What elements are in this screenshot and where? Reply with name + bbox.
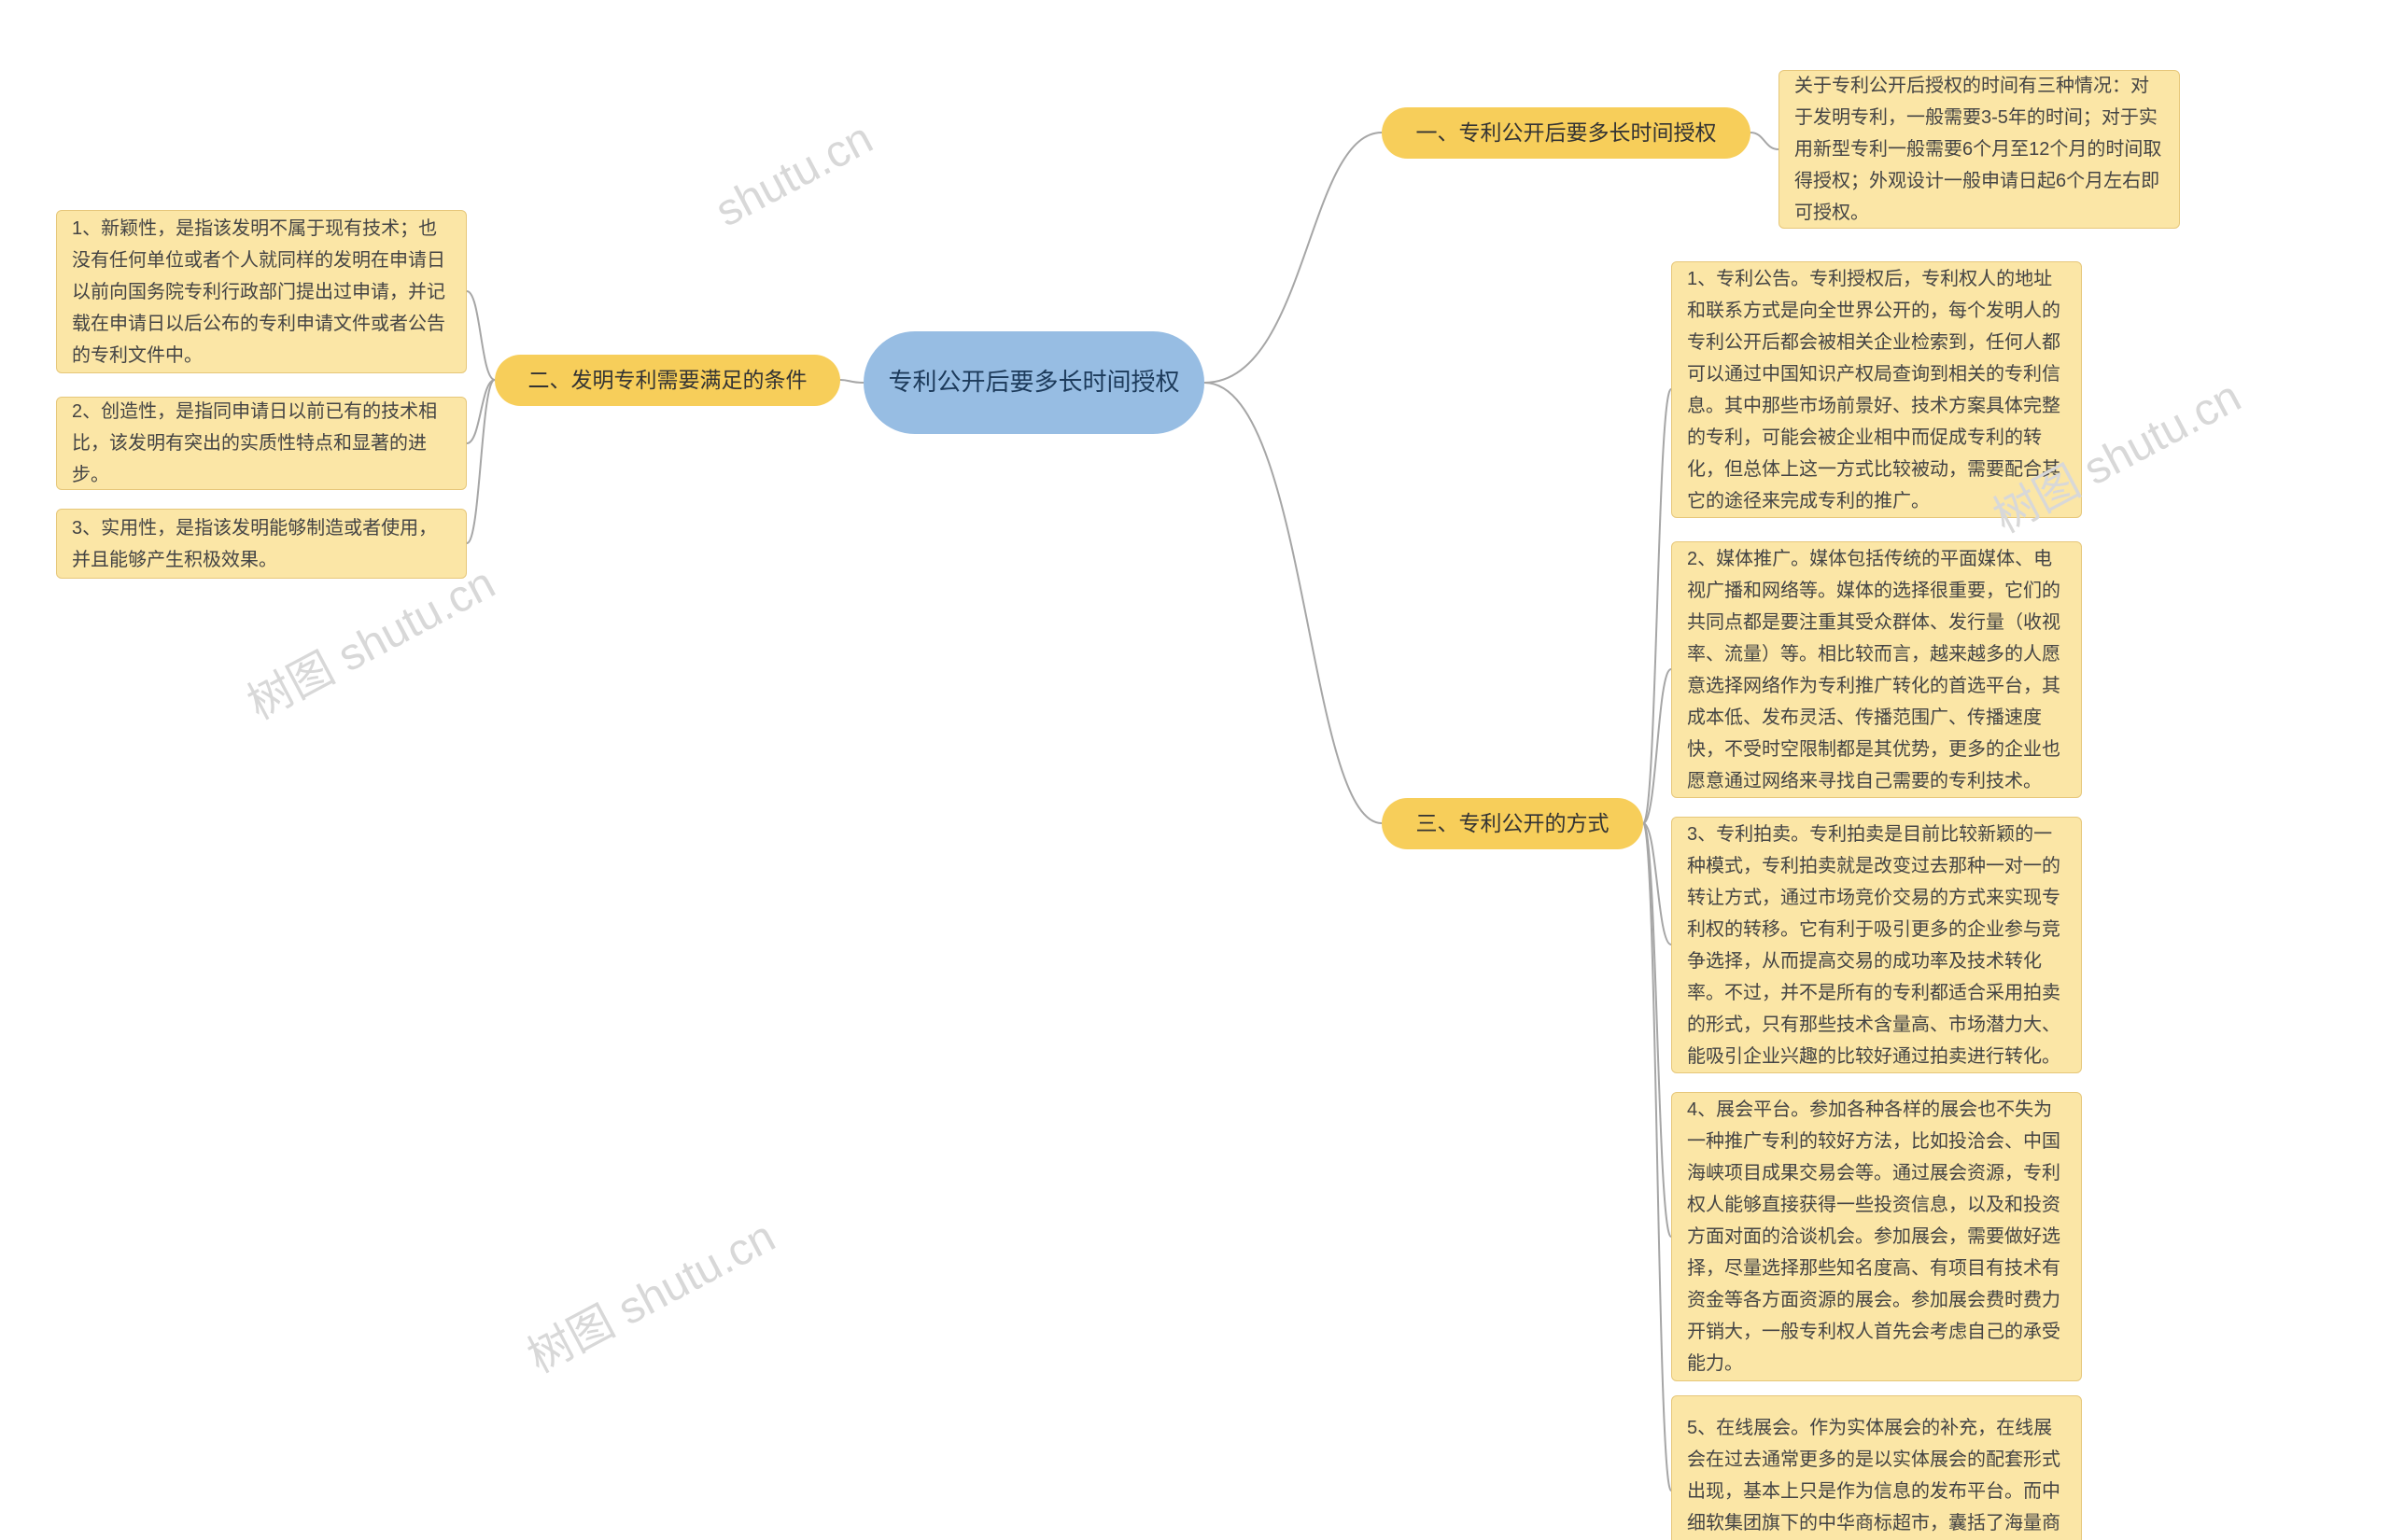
root-node: 专利公开后要多长时间授权 [864,331,1204,434]
edge-root-left-b2-right [840,380,864,383]
leaf-text: 5、在线展会。作为实体展会的补充，在线展会在过去通常更多的是以实体展会的配套形式… [1687,1412,2066,1540]
leaf-text: 3、实用性，是指该发明能够制造或者使用，并且能够产生积极效果。 [72,512,451,576]
edge-b3-right-l3d-left [1643,823,1671,1237]
leaf-node-2-3: 3、实用性，是指该发明能够制造或者使用，并且能够产生积极效果。 [56,509,467,579]
leaf-node-3-2: 2、媒体推广。媒体包括传统的平面媒体、电视广播和网络等。媒体的选择很重要，它们的… [1671,541,2082,798]
branch-node-2: 二、发明专利需要满足的条件 [495,355,840,406]
root-label: 专利公开后要多长时间授权 [888,363,1179,402]
watermark-text: 树图 shutu.cn [514,1200,785,1385]
edge-root-right-b1-left [1204,133,1382,383]
leaf-text: 3、专利拍卖。专利拍卖是目前比较新颖的一种模式，专利拍卖就是改变过去那种一对一的… [1687,819,2066,1072]
edge-b2-left-l2a-right [467,291,495,380]
leaf-text: 2、创造性，是指同申请日以前已有的技术相比，该发明有突出的实质性特点和显著的进步… [72,396,451,491]
edge-b3-right-l3e-left [1643,823,1671,1491]
leaf-node-3-5: 5、在线展会。作为实体展会的补充，在线展会在过去通常更多的是以实体展会的配套形式… [1671,1395,2082,1540]
leaf-node-3-3: 3、专利拍卖。专利拍卖是目前比较新颖的一种模式，专利拍卖就是改变过去那种一对一的… [1671,817,2082,1073]
branch-label: 三、专利公开的方式 [1416,806,1610,841]
watermark-text: shutu.cn [708,113,881,238]
leaf-node-1-1: 关于专利公开后授权的时间有三种情况：对于发明专利，一般需要3-5年的时间；对于实… [1778,70,2180,229]
edge-b3-right-l3b-left [1643,669,1671,823]
edge-b1-right-l1-left [1750,133,1778,149]
leaf-text: 1、新颖性，是指该发明不属于现有技术；也没有任何单位或者个人就同样的发明在申请日… [72,213,451,371]
branch-node-1: 一、专利公开后要多长时间授权 [1382,107,1750,159]
edge-b3-right-l3a-left [1643,389,1671,823]
leaf-node-2-2: 2、创造性，是指同申请日以前已有的技术相比，该发明有突出的实质性特点和显著的进步… [56,397,467,490]
branch-node-3: 三、专利公开的方式 [1382,798,1643,849]
branch-label: 二、发明专利需要满足的条件 [528,363,808,398]
edge-root-right-b3-left [1204,383,1382,823]
branch-label: 一、专利公开后要多长时间授权 [1416,116,1717,150]
leaf-text: 4、展会平台。参加各种各样的展会也不失为一种推广专利的较好方法，比如投洽会、中国… [1687,1094,2066,1379]
leaf-text: 关于专利公开后授权的时间有三种情况：对于发明专利，一般需要3-5年的时间；对于实… [1794,70,2164,229]
leaf-text: 2、媒体推广。媒体包括传统的平面媒体、电视广播和网络等。媒体的选择很重要，它们的… [1687,543,2066,797]
leaf-node-3-4: 4、展会平台。参加各种各样的展会也不失为一种推广专利的较好方法，比如投洽会、中国… [1671,1092,2082,1381]
edge-b2-left-l2b-right [467,380,495,443]
leaf-node-3-1: 1、专利公告。专利授权后，专利权人的地址和联系方式是向全世界公开的，每个发明人的… [1671,261,2082,518]
leaf-text: 1、专利公告。专利授权后，专利权人的地址和联系方式是向全世界公开的，每个发明人的… [1687,263,2066,517]
leaf-node-2-1: 1、新颖性，是指该发明不属于现有技术；也没有任何单位或者个人就同样的发明在申请日… [56,210,467,373]
edge-b3-right-l3c-left [1643,823,1671,945]
edge-b2-left-l2c-right [467,380,495,543]
